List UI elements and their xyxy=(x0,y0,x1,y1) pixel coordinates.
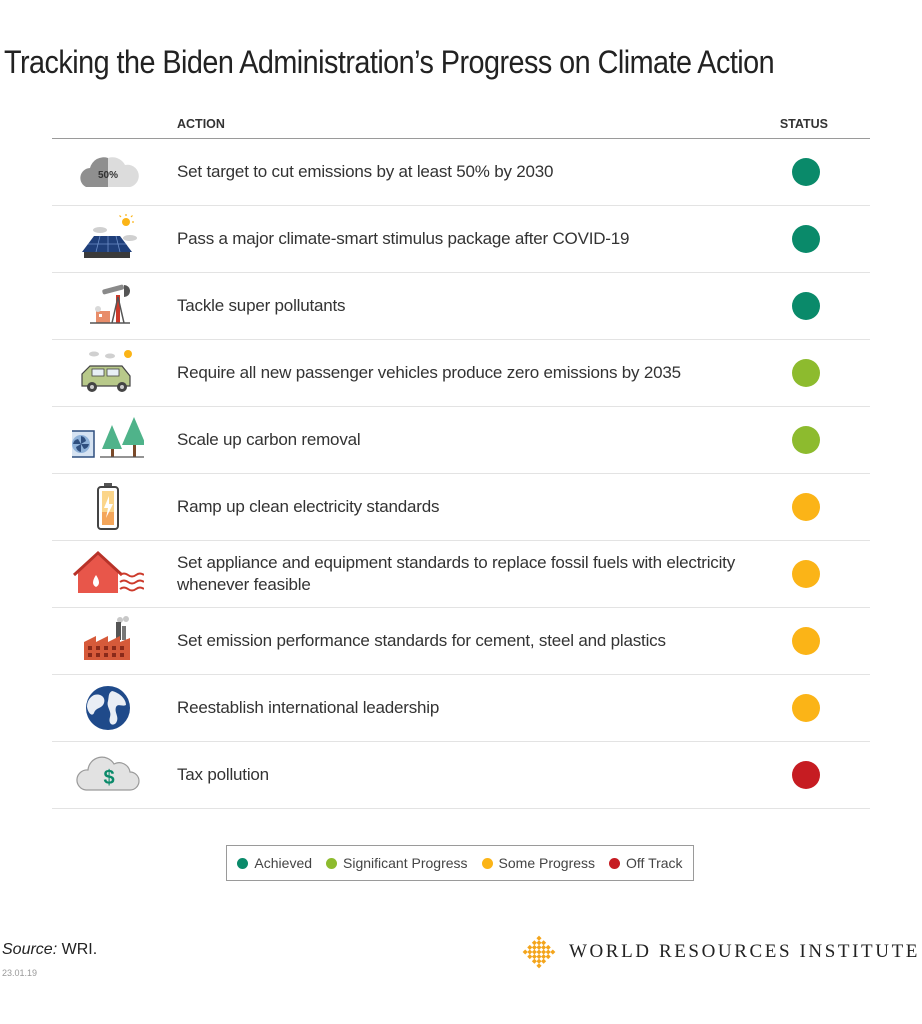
table-header: ACTION STATUS xyxy=(52,110,870,139)
oil-pump-icon xyxy=(72,281,144,331)
table-row: Scale up carbon removal xyxy=(52,407,870,474)
column-header-status: STATUS xyxy=(779,117,828,131)
status-dot xyxy=(792,493,820,521)
svg-text:50%: 50% xyxy=(98,170,118,181)
solar-roof-icon xyxy=(72,214,144,264)
status-dot xyxy=(792,158,820,186)
car-icon xyxy=(72,348,144,398)
action-text: Set target to cut emissions by at least … xyxy=(177,162,554,181)
legend-label: Achieved xyxy=(254,855,313,871)
factory-icon xyxy=(72,616,144,666)
action-text: Tax pollution xyxy=(177,765,269,784)
action-text: Set emission performance standards for c… xyxy=(177,631,666,650)
table-row: 50% Set target to cut emissions by at lea… xyxy=(52,139,870,206)
action-text: Ramp up clean electricity standards xyxy=(177,497,440,516)
status-dot xyxy=(792,694,820,722)
table-row: Set emission performance standards for c… xyxy=(52,608,870,675)
page-title: Tracking the Biden Administration’s Prog… xyxy=(4,44,775,80)
table-row: Require all new passenger vehicles produ… xyxy=(52,340,870,407)
legend-swatch xyxy=(326,857,338,869)
table-row: Tackle super pollutants xyxy=(52,273,870,340)
wri-logo-mark-icon xyxy=(521,934,557,970)
column-header-action: ACTION xyxy=(177,117,225,131)
status-dot xyxy=(792,761,820,789)
legend-label: Off Track xyxy=(626,855,683,871)
legend: Achieved Significant Progress Some Progres… xyxy=(226,845,694,881)
status-dot xyxy=(792,225,820,253)
table-row: Pass a major climate-smart stimulus pack… xyxy=(52,206,870,273)
wri-logo: WORLD RESOURCES INSTITUTE xyxy=(521,934,920,970)
legend-item: Significant Progress xyxy=(326,855,468,871)
legend-item: Some Progress xyxy=(481,855,596,871)
fan-and-trees-icon xyxy=(72,415,144,465)
action-text: Require all new passenger vehicles produ… xyxy=(177,363,681,382)
status-dot xyxy=(792,426,820,454)
action-text: Set appliance and equipment standards to… xyxy=(177,553,735,594)
legend-label: Some Progress xyxy=(498,855,596,871)
source-label: Source: xyxy=(2,941,58,958)
house-heat-icon xyxy=(72,549,144,599)
table-body: 50% Set target to cut emissions by at lea… xyxy=(52,139,870,809)
status-dot xyxy=(792,359,820,387)
globe-icon xyxy=(72,683,144,733)
status-dot xyxy=(792,627,820,655)
table-row: $ Tax pollution xyxy=(52,742,870,809)
action-text: Scale up carbon removal xyxy=(177,430,361,449)
status-table: ACTION STATUS 50% Set target to cut emiss… xyxy=(52,110,870,809)
status-dot xyxy=(792,292,820,320)
legend-swatch xyxy=(481,857,493,869)
svg-text:$: $ xyxy=(103,767,114,789)
legend-label: Significant Progress xyxy=(343,855,468,871)
cloud-50-percent-icon: 50% xyxy=(72,147,144,197)
table-row: Ramp up clean electricity standards xyxy=(52,474,870,541)
legend-swatch xyxy=(609,857,621,869)
action-text: Tackle super pollutants xyxy=(177,296,346,315)
table-row: Reestablish international leadership xyxy=(52,675,870,742)
status-dot xyxy=(792,560,820,588)
money-cloud-icon: $ xyxy=(72,750,144,800)
legend-item: Off Track xyxy=(609,855,683,871)
battery-icon xyxy=(72,482,144,532)
table-row: Set appliance and equipment standards to… xyxy=(52,541,870,608)
legend-swatch xyxy=(237,857,249,869)
action-text: Reestablish international leadership xyxy=(177,698,440,717)
legend-item: Achieved xyxy=(237,855,312,871)
action-text: Pass a major climate-smart stimulus pack… xyxy=(177,229,630,248)
wri-logo-text: WORLD RESOURCES INSTITUTE xyxy=(568,941,920,962)
source-text: WRI. xyxy=(61,941,98,958)
source-note: Source: WRI. xyxy=(2,941,97,959)
date-stamp: 23.01.19 xyxy=(2,968,38,978)
